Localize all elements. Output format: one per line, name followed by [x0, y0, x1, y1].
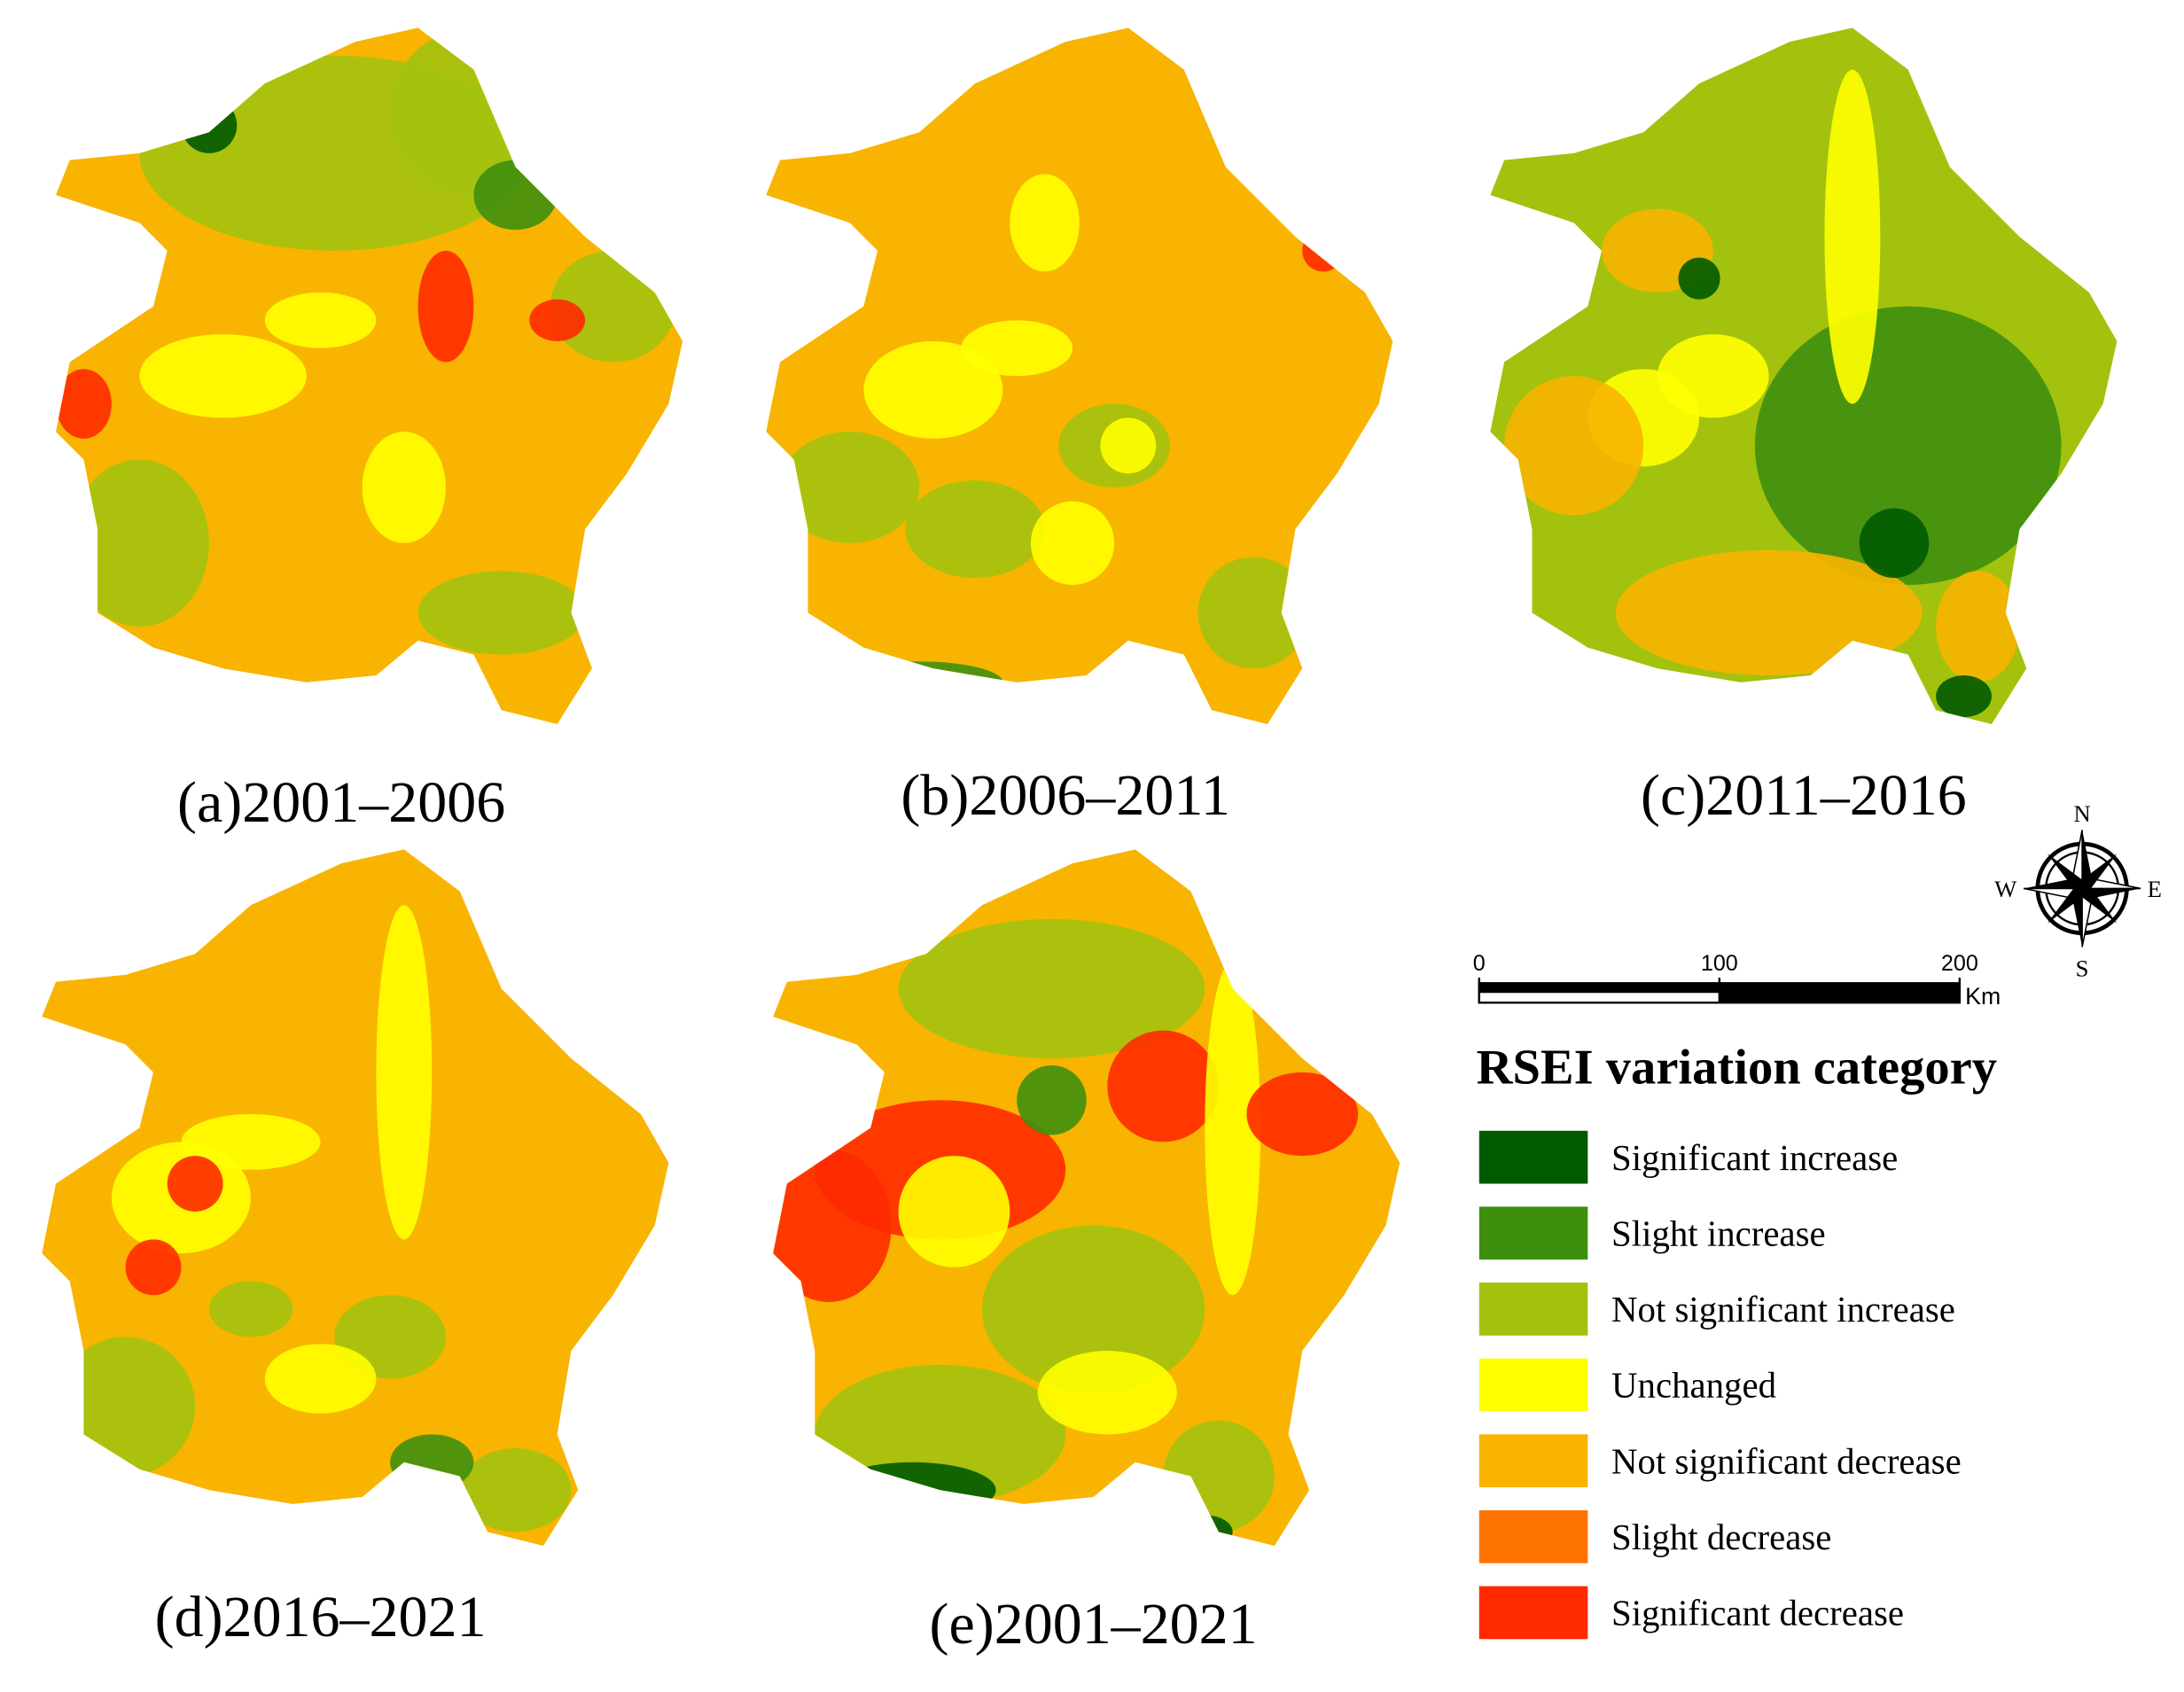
compass-label: S — [2076, 955, 2089, 981]
map-patch — [1205, 961, 1261, 1296]
map-patch — [264, 292, 377, 348]
legend-swatch — [1478, 1434, 1588, 1488]
map-patch — [459, 1448, 572, 1532]
map-patch — [1176, 1515, 1233, 1547]
map-fill — [773, 849, 1400, 1547]
scale-bar: 0 100 200 Km — [1473, 951, 2001, 1010]
scale-bar-segment — [1478, 983, 1720, 994]
map-patch — [417, 250, 474, 363]
map-patch — [1163, 1420, 1275, 1532]
scale-tick-label: 0 — [1473, 951, 1486, 976]
map-patch — [1754, 306, 2062, 585]
legend-label: Not significant decrease — [1611, 1441, 1962, 1481]
map-patch — [835, 661, 1003, 704]
map-patch — [376, 905, 433, 1240]
map-patch — [390, 1434, 474, 1491]
map-patch — [829, 1462, 996, 1518]
scale-tick-label: 100 — [1701, 951, 1738, 976]
legend-swatch — [1478, 1206, 1588, 1260]
scale-bar-segment — [1719, 983, 1960, 1003]
map-fill — [56, 27, 683, 725]
map-patch — [1936, 675, 1992, 718]
map-patch — [264, 1344, 377, 1414]
panel-label: (d)2016–2021 — [155, 1585, 487, 1649]
legend-label: Slight decrease — [1611, 1517, 1831, 1557]
map-patch — [208, 1281, 293, 1337]
scale-unit: Km — [1965, 983, 2001, 1010]
map-patch — [981, 1225, 1205, 1393]
compass-label: N — [2073, 800, 2090, 827]
map-patch — [1100, 417, 1157, 474]
map-patch — [863, 340, 1003, 439]
map — [42, 849, 669, 1547]
legend-swatch — [1478, 1509, 1588, 1563]
panel-label: (c)2011–2016 — [1641, 763, 1967, 828]
map-patch — [961, 320, 1073, 377]
panel-label: (b)2006–2011 — [901, 763, 1229, 828]
map-patch — [1107, 1030, 1219, 1142]
compass-label: W — [1994, 876, 2017, 902]
map-patch — [1615, 550, 1923, 676]
map — [766, 27, 1393, 725]
map-patch — [1678, 257, 1720, 300]
legend-label: Slight increase — [1611, 1213, 1826, 1253]
map-patch — [56, 369, 112, 439]
legend-swatch — [1478, 1130, 1588, 1184]
map-patch — [139, 334, 307, 418]
legend-swatch — [1478, 1358, 1588, 1412]
compass: N E S W — [1994, 800, 2162, 981]
legend-label: Not significant increase — [1611, 1290, 1955, 1329]
map-fill — [1490, 27, 2118, 725]
map-patch — [1037, 1351, 1177, 1435]
map-patch — [417, 571, 586, 655]
map-patch — [1030, 501, 1115, 585]
map-patch — [1010, 174, 1080, 272]
legend-swatch — [1478, 1283, 1588, 1336]
legend-label: Significant decrease — [1611, 1594, 1904, 1634]
map-patch — [1504, 376, 1644, 516]
map-patch — [1859, 508, 1930, 579]
map-patch — [1302, 230, 1345, 272]
panel-label: (e)2001–2021 — [929, 1592, 1257, 1657]
map-patch — [181, 1113, 321, 1170]
scale-tick-label: 200 — [1941, 951, 1978, 976]
map-patch — [390, 27, 558, 195]
legend-label: Significant increase — [1611, 1138, 1898, 1178]
map-patch — [69, 459, 209, 628]
map-patch — [473, 160, 558, 230]
map-patch — [125, 1239, 182, 1296]
map-patch — [898, 918, 1205, 1059]
map-fill — [42, 849, 669, 1547]
map-patch — [1824, 69, 1881, 404]
map-patch — [181, 97, 238, 153]
panel-label: (a)2001–2006 — [177, 770, 505, 835]
map-fill — [766, 27, 1393, 725]
map-patch — [167, 1156, 223, 1212]
map-patch — [1017, 1064, 1087, 1135]
map-patch — [1246, 1072, 1359, 1157]
map — [56, 27, 683, 725]
legend-label: Unchanged — [1611, 1366, 1776, 1406]
legend: Significant increase Slight increase Not s… — [1478, 1130, 1962, 1640]
map-patch — [56, 1337, 196, 1477]
map-patch — [362, 432, 446, 543]
map-patch — [1197, 557, 1310, 669]
legend-swatch — [1478, 1586, 1588, 1640]
map-patch — [905, 480, 1045, 579]
compass-label: E — [2148, 876, 2162, 902]
map-base — [766, 27, 1393, 725]
map — [773, 849, 1400, 1547]
map — [1490, 27, 2118, 725]
map-patch — [898, 1156, 1010, 1267]
map-patch — [780, 432, 920, 543]
map-patch — [529, 299, 586, 341]
map-patch — [1936, 571, 2020, 682]
legend-title: RSEI variation category — [1477, 1040, 1997, 1095]
